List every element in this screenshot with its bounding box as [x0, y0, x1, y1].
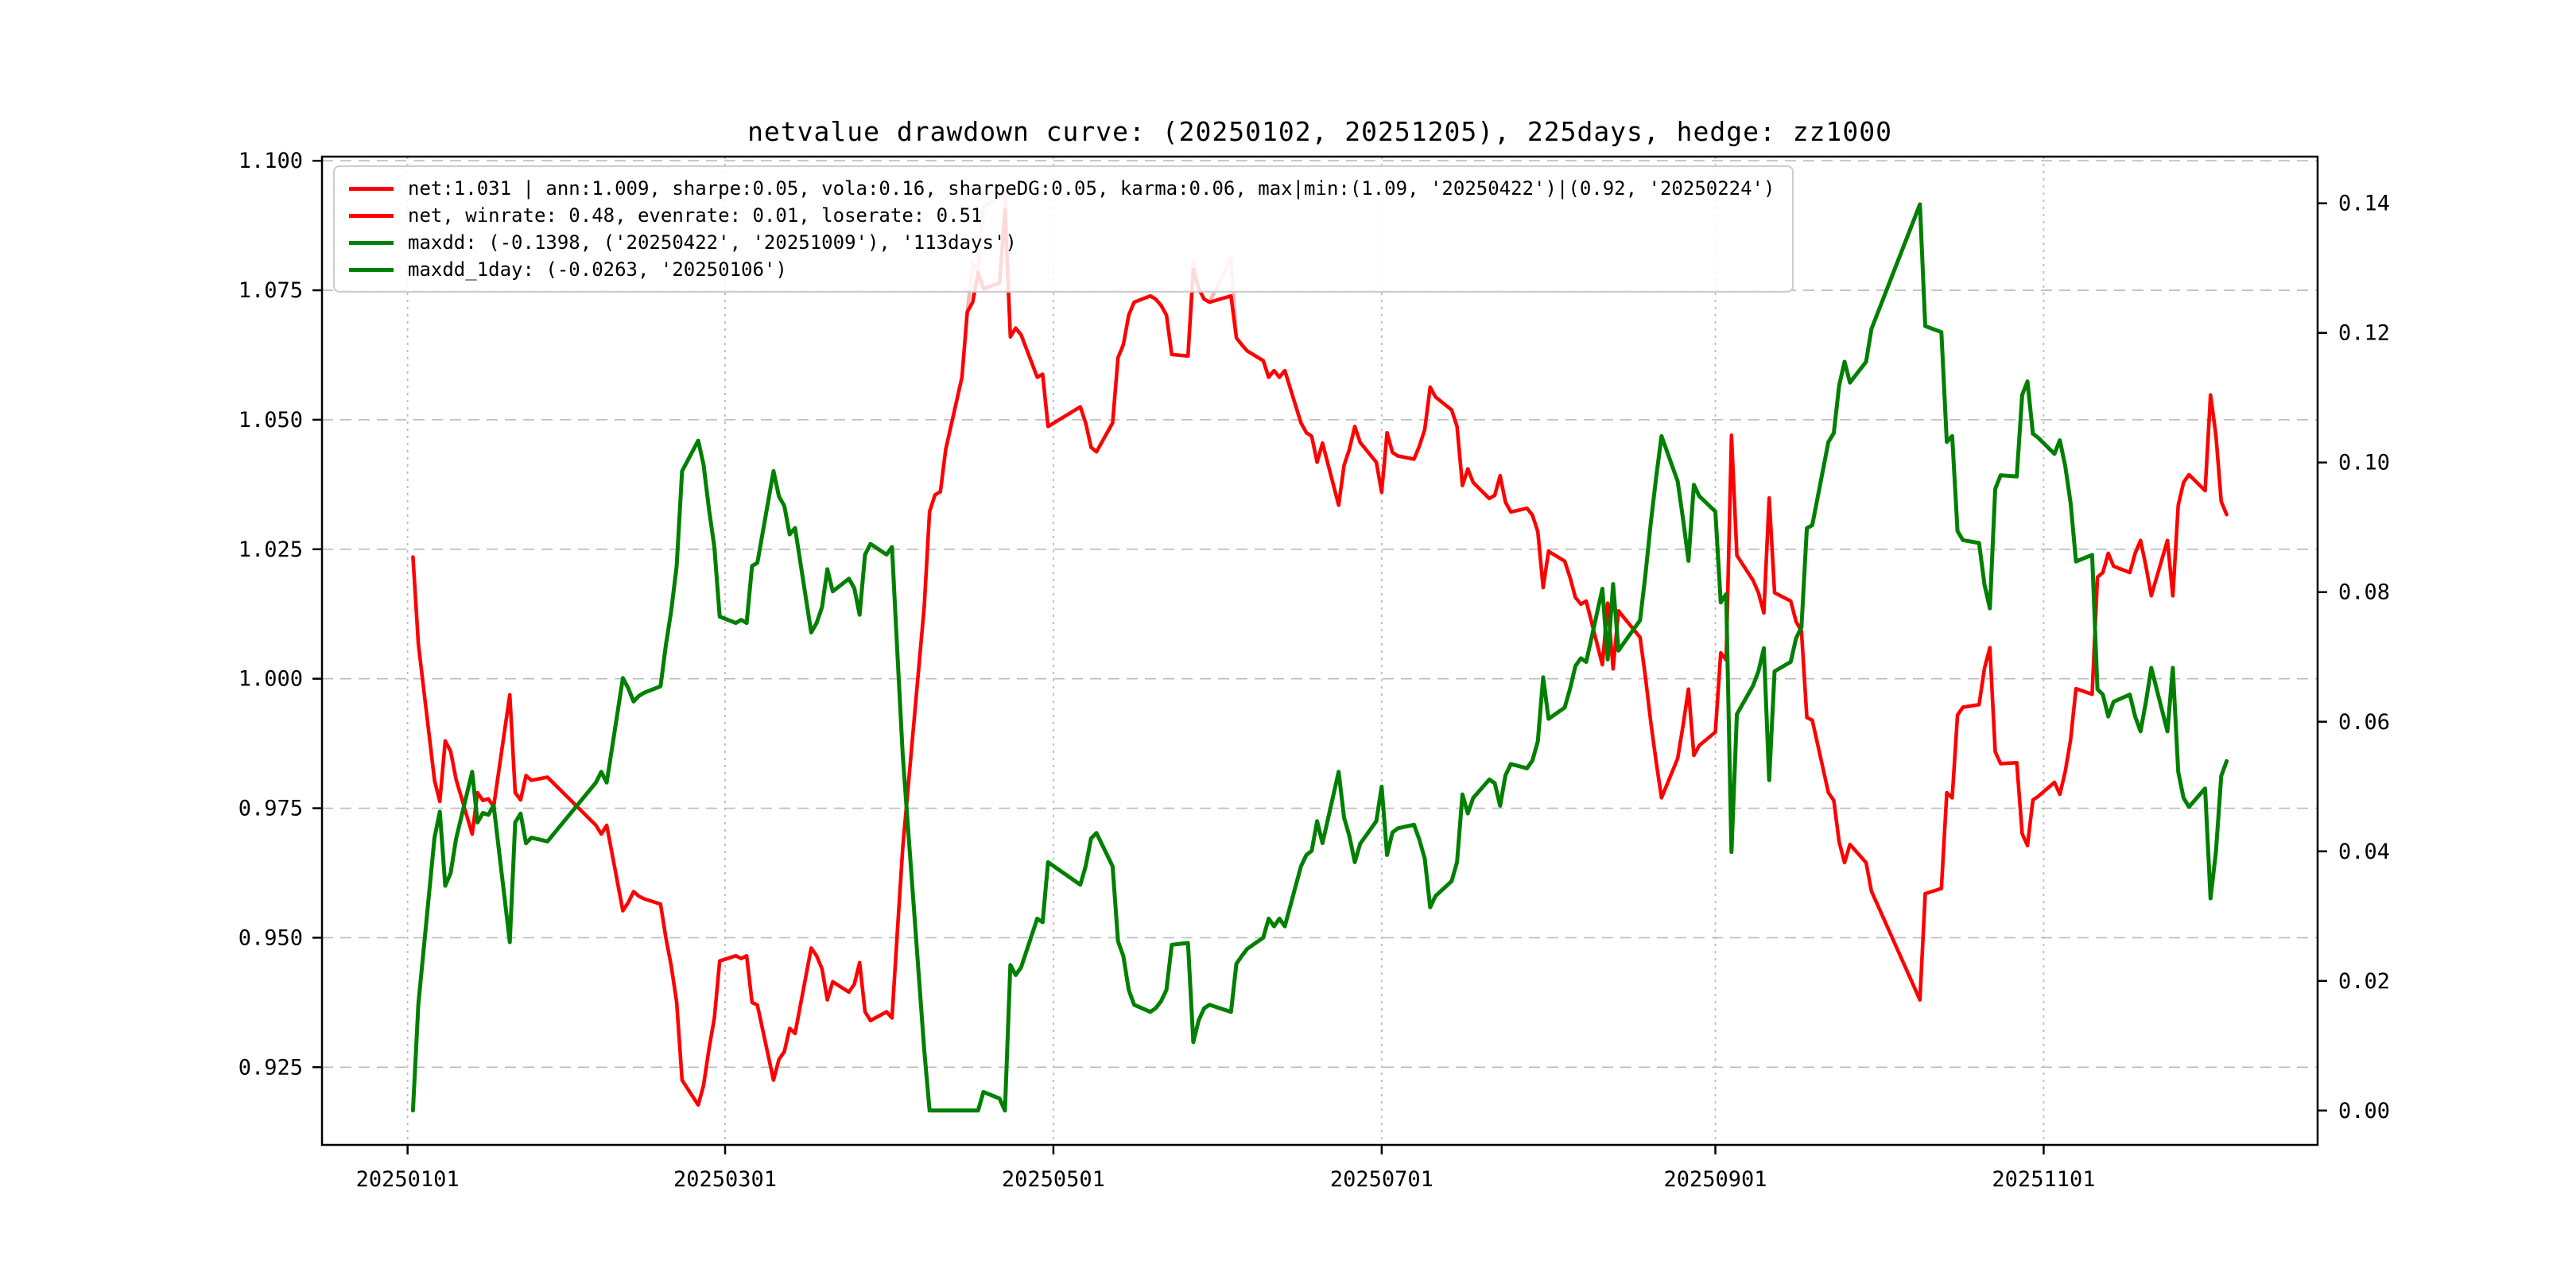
y2-tick-label: 0.12: [2338, 321, 2390, 346]
y-tick-label: 1.000: [239, 667, 303, 692]
y-tick-label: 0.975: [239, 797, 303, 821]
x-tick-label: 20250501: [1002, 1167, 1105, 1192]
legend-label: maxdd: (-0.1398, ('20250422', '20251009'…: [408, 231, 1017, 254]
legend-entry-net: net:1.031 | ann:1.009, sharpe:0.05, vola…: [349, 175, 1775, 202]
legend-entry-maxdd-1day: maxdd_1day: (-0.0263, '20250106'): [349, 256, 1775, 283]
y-tick-label: 1.075: [239, 278, 303, 303]
legend-box: net:1.031 | ann:1.009, sharpe:0.05, vola…: [333, 165, 1794, 293]
y2-tick-label: 0.10: [2338, 451, 2390, 475]
x-tick-label: 20250901: [1664, 1167, 1767, 1192]
chart-title: netvalue drawdown curve: (20250102, 2025…: [747, 116, 1892, 147]
legend-label: net, winrate: 0.48, evenrate: 0.01, lose…: [408, 204, 983, 227]
x-tick-label: 20250701: [1330, 1167, 1433, 1192]
net-secondary-line: [411, 185, 2229, 1108]
maxdd-1day-line-swatch: [349, 267, 394, 272]
plot-frame: [320, 155, 2319, 1146]
net-line: [411, 208, 2229, 1108]
y-tick-label: 0.925: [239, 1055, 303, 1080]
legend-label: maxdd_1day: (-0.0263, '20250106'): [408, 258, 787, 281]
y2-tick-label: 0.02: [2338, 969, 2390, 994]
y-tick-label: 1.100: [239, 149, 303, 173]
y-tick-label: 1.050: [239, 408, 303, 433]
x-tick-label: 20250301: [673, 1167, 777, 1192]
y2-tick-label: 0.14: [2338, 192, 2390, 216]
y2-tick-label: 0.06: [2338, 710, 2390, 735]
legend-entry-maxdd: maxdd: (-0.1398, ('20250422', '20251009'…: [349, 229, 1775, 256]
legend-entry-net-rates: net, winrate: 0.48, evenrate: 0.01, lose…: [349, 202, 1775, 229]
y2-tick-label: 0.04: [2338, 840, 2390, 864]
y2-tick-label: 0.08: [2338, 580, 2390, 605]
x-tick-label: 20251101: [1992, 1167, 2095, 1192]
x-tick-label: 20250101: [356, 1167, 460, 1192]
legend-label: net:1.031 | ann:1.009, sharpe:0.05, vola…: [408, 177, 1775, 200]
y-tick-label: 1.025: [239, 537, 303, 562]
maxdd-line: [410, 202, 2229, 1113]
y-tick-label: 0.950: [239, 925, 303, 950]
net-rates-line-swatch: [349, 213, 394, 218]
maxdd-line-swatch: [349, 240, 394, 245]
net-line-swatch: [349, 186, 394, 191]
y2-tick-label: 0.00: [2338, 1099, 2390, 1123]
